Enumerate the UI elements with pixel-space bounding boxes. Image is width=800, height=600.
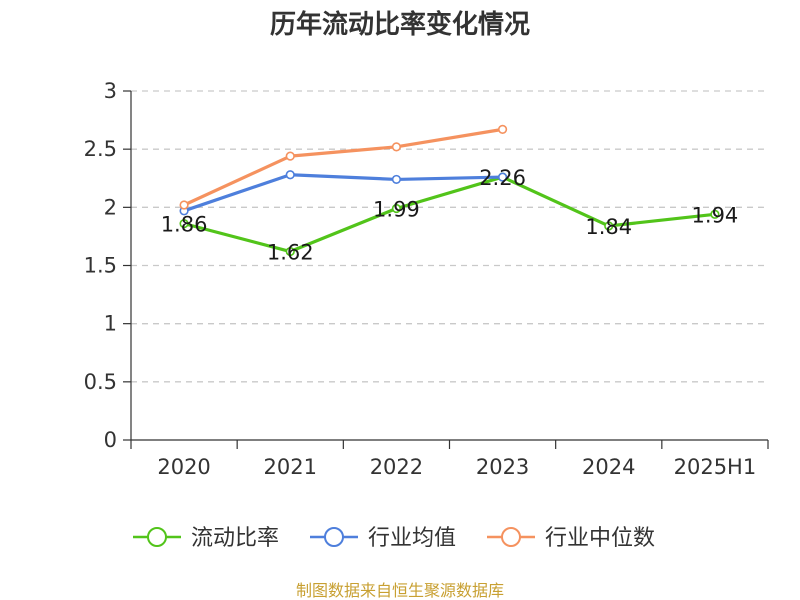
- data-point[interactable]: [285, 246, 295, 257]
- data-label: 2.26: [479, 166, 526, 190]
- x-tick-label: 2025H1: [674, 455, 757, 479]
- legend[interactable]: 流动比率 行业均值 行业中位数: [133, 526, 655, 551]
- chart-title: 历年流动比率变化情况: [270, 9, 530, 40]
- series-1: [179, 170, 508, 216]
- legend-label: 流动比率: [191, 526, 279, 551]
- data-point[interactable]: [710, 209, 720, 219]
- x-tick-label: 2023: [476, 455, 529, 479]
- data-point[interactable]: [391, 174, 402, 185]
- series-2: [179, 124, 508, 210]
- series-line: [183, 175, 716, 254]
- x-tick-label: 2020: [157, 455, 210, 479]
- data-point[interactable]: [497, 172, 508, 182]
- legend-swatch-marker: [147, 527, 167, 547]
- data-point[interactable]: [497, 124, 508, 134]
- x-tick-label: 2024: [582, 455, 635, 479]
- legend-item[interactable]: 行业均值: [310, 526, 456, 551]
- series-layer: [179, 124, 720, 257]
- data-label: 1.99: [373, 197, 420, 221]
- y-tick-label: 3: [104, 79, 117, 103]
- grid-lines: [131, 90, 768, 383]
- y-tick-label: 0.5: [84, 370, 117, 394]
- legend-swatch-marker: [324, 527, 344, 547]
- data-label: 1.94: [692, 203, 739, 227]
- data-point[interactable]: [179, 200, 189, 210]
- y-tick-label: 2: [104, 195, 117, 219]
- y-tick-label: 1: [104, 312, 117, 336]
- series-line: [183, 127, 503, 207]
- data-point[interactable]: [285, 170, 295, 180]
- data-label: 1.62: [267, 241, 314, 265]
- data-point[interactable]: [604, 221, 614, 231]
- data-labels: 1.86 1.62 1.99 2.26 1.84 1.94: [161, 166, 739, 264]
- legend-label: 行业均值: [368, 526, 456, 551]
- data-point[interactable]: [285, 151, 295, 161]
- data-label: 1.84: [585, 215, 632, 239]
- data-point[interactable]: [179, 219, 189, 229]
- legend-item[interactable]: 流动比率: [133, 526, 279, 551]
- y-tick-label: 1.5: [84, 254, 117, 278]
- y-tick-label: 0: [104, 428, 117, 452]
- x-tick-label: 2021: [264, 455, 317, 479]
- legend-item[interactable]: 行业中位数: [487, 526, 655, 551]
- source-note: 制图数据来自恒生聚源数据库: [296, 581, 504, 600]
- data-label: 1.86: [161, 213, 208, 237]
- legend-label: 行业中位数: [545, 526, 655, 551]
- axes: 0 0.5 1 1.5 2 2.5 3 2020 2021 2022 2023 2024 2025H1: [84, 79, 769, 479]
- legend-swatch-marker: [501, 527, 521, 547]
- series-line: [183, 173, 503, 213]
- data-point[interactable]: [391, 203, 402, 214]
- y-tick-label: 2.5: [84, 137, 117, 161]
- data-point[interactable]: [391, 142, 402, 152]
- x-tick-label: 2022: [370, 455, 423, 479]
